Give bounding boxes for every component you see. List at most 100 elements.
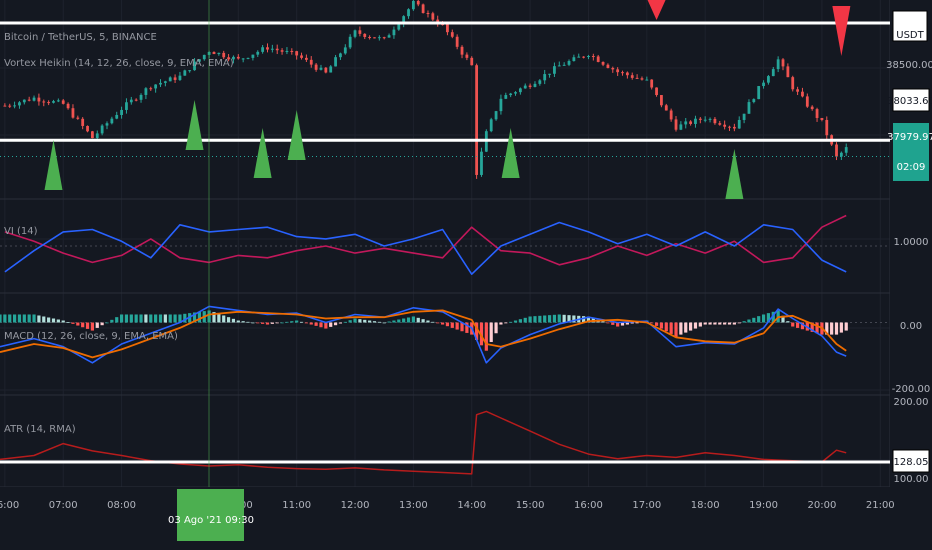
candle-body <box>37 97 41 102</box>
macd-histogram-bar <box>324 322 328 329</box>
candle-body <box>319 67 323 70</box>
macd-histogram-bar <box>689 322 693 331</box>
cursor-date: 03 Ago '21 <box>168 515 222 526</box>
grid <box>0 0 890 487</box>
candle-body <box>159 82 162 85</box>
macd-histogram-bar <box>752 317 756 323</box>
macd-histogram-bar <box>256 322 260 324</box>
macd-histogram-bar <box>348 320 352 323</box>
candle-body <box>645 79 649 81</box>
candle-body <box>178 75 182 80</box>
atr-title[interactable]: ATR (14, RMA) <box>4 424 76 435</box>
macd-histogram-bar <box>212 312 216 323</box>
time-axis[interactable]: 06:0007:0008:0010:0011:0012:0013:0014:00… <box>0 487 932 550</box>
candle-body <box>582 56 586 58</box>
candle-body <box>465 54 469 58</box>
macd-histogram-bar <box>56 319 60 323</box>
macd-signal-line <box>0 309 847 359</box>
candle-body <box>732 126 736 129</box>
macd-histogram-bar <box>295 320 299 323</box>
price-axis[interactable]: USDT 38500.00 38033.65 37979.97 02:09 1.… <box>886 0 932 487</box>
macd-histogram-bar <box>747 319 751 323</box>
vortex-indicator-title[interactable]: Vortex Heikin (14, 12, 26, close, 9, EMA… <box>4 58 234 69</box>
buy-signal-triangle <box>44 140 63 190</box>
candle-body <box>163 81 167 83</box>
candle-body <box>339 53 342 58</box>
macd-histogram-bar <box>285 321 289 323</box>
candle-body <box>630 75 634 78</box>
candle-body <box>781 59 785 67</box>
candle-body <box>587 56 590 58</box>
candle-body <box>771 69 775 77</box>
candle-body <box>460 46 464 55</box>
candle-body <box>173 77 177 80</box>
macd-histogram-bar <box>723 322 727 325</box>
buy-signal-triangle <box>501 128 520 178</box>
candle-body <box>110 118 114 124</box>
macd-histogram-bar <box>465 322 469 333</box>
macd-histogram-bar <box>251 322 255 324</box>
macd-histogram-bar <box>416 317 420 323</box>
candle-body <box>105 123 109 126</box>
macd-histogram-bar <box>236 320 240 323</box>
macd-histogram-bar <box>163 314 167 323</box>
candle-body <box>426 12 430 14</box>
candle-body <box>776 59 780 70</box>
candle-body <box>703 119 707 121</box>
sell-signal-triangle <box>832 6 851 56</box>
macd-histogram-bar <box>513 320 518 323</box>
candle-body <box>801 91 804 97</box>
vi-pane[interactable] <box>0 214 890 275</box>
candle-body <box>737 119 741 129</box>
candle-body <box>387 35 391 38</box>
macd-histogram-bar <box>834 322 839 335</box>
candle-body <box>52 101 55 103</box>
macd-histogram-bar <box>698 322 702 327</box>
candle-body <box>66 103 70 109</box>
macd-histogram-bar <box>363 319 367 323</box>
currency-badge[interactable] <box>892 10 928 42</box>
candle-body <box>285 50 289 52</box>
candle-body <box>81 118 85 126</box>
macd-histogram-bar <box>134 314 138 323</box>
macd-pane[interactable] <box>0 305 890 364</box>
candle-body <box>767 76 770 83</box>
macd-histogram-bar <box>713 322 717 325</box>
macd-histogram-bar <box>168 314 172 323</box>
candle-body <box>562 64 566 66</box>
macd-histogram-bar <box>839 322 843 333</box>
signal-markers <box>44 0 851 199</box>
symbol-title[interactable]: Bitcoin / TetherUS, 5, BINANCE <box>4 32 157 43</box>
time-tick-label: 19:00 <box>749 500 778 511</box>
candle-body <box>543 74 547 81</box>
atr-pane[interactable] <box>0 410 890 475</box>
candle-body <box>499 98 503 112</box>
candle-body <box>314 64 318 70</box>
cursor-date-time: 03 Ago '21 09:30 <box>168 515 254 526</box>
macd-histogram-bar <box>139 314 143 323</box>
candle-body <box>533 83 537 87</box>
macd-histogram-bar <box>426 320 430 323</box>
candle-body <box>640 78 644 80</box>
candle-body <box>86 125 89 132</box>
macd-title[interactable]: MACD (12, 26, close, 9, EMA, EMA) <box>4 331 178 342</box>
candle-body <box>149 88 153 90</box>
macd-histogram-bar <box>538 315 542 323</box>
candle-body <box>815 109 819 118</box>
candle-body <box>538 80 542 84</box>
vi-plus-line <box>4 221 847 275</box>
candle-body <box>689 121 693 124</box>
candle-body <box>757 86 761 100</box>
candle-body <box>839 152 843 157</box>
time-tick-label: 15:00 <box>516 500 545 511</box>
candle-body <box>557 65 561 67</box>
vi-title[interactable]: VI (14) <box>4 226 38 237</box>
candle-body <box>810 106 814 110</box>
macd-histogram-bar <box>66 322 70 323</box>
candle-body <box>56 100 60 102</box>
candle-body <box>280 50 284 52</box>
cursor-time-badge: 03 Ago '21 09:30 <box>168 489 254 541</box>
price-pane[interactable] <box>0 0 890 199</box>
current-price: 37979.97 <box>887 132 932 143</box>
